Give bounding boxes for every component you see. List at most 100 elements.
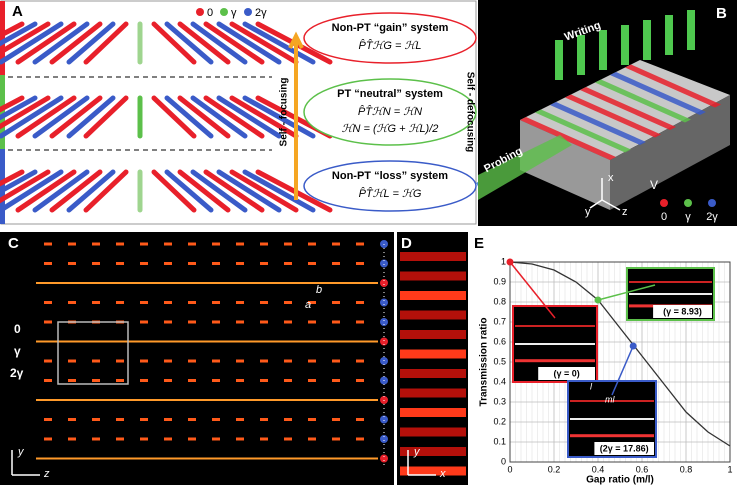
rod	[229, 95, 299, 139]
spot	[140, 437, 148, 441]
chart: E 0 0.1 0.2 0.3 0.4 0.5 0.6 0.7 0.8 0.9 1 0 0.2 0.4 0.6…	[470, 232, 737, 485]
writing-beam	[687, 10, 695, 50]
spot	[332, 242, 340, 246]
rod	[190, 169, 248, 213]
y-tick-label: 0.2	[493, 416, 506, 426]
spot	[140, 242, 148, 246]
rod	[216, 21, 282, 65]
y-tick-label: 0.8	[493, 296, 506, 306]
axis-label: z	[43, 468, 50, 480]
box-title: PT “neutral” system	[337, 88, 443, 100]
y-tick-label: 0.7	[493, 316, 506, 326]
rod	[203, 95, 265, 139]
spot	[44, 242, 52, 246]
probe-beam	[478, 135, 572, 200]
rod	[190, 95, 248, 139]
legend-dot	[684, 199, 692, 207]
panel-label: D	[401, 235, 412, 252]
legend-label: γ	[231, 7, 237, 19]
dim-label: b	[316, 284, 322, 296]
spot	[68, 301, 76, 304]
rod	[164, 21, 214, 65]
gain-box	[303, 12, 477, 64]
stripe	[400, 349, 466, 359]
inset-tag	[538, 367, 595, 380]
x-axis-label: Gap ratio (m/l)	[586, 475, 654, 485]
rod	[164, 169, 214, 213]
spot	[164, 301, 172, 304]
axes	[589, 178, 621, 211]
strip-blue	[0, 149, 5, 224]
spot	[212, 242, 220, 246]
stripe	[400, 271, 466, 281]
spot	[284, 379, 292, 382]
rod	[151, 95, 197, 139]
spot	[236, 379, 244, 382]
axes	[11, 450, 40, 476]
rod	[49, 95, 103, 139]
y-tick-label: 1	[501, 256, 506, 266]
waveguides	[36, 240, 388, 468]
legend-dot	[196, 8, 204, 16]
writing-beam	[577, 35, 585, 75]
x-tick-label: 0.2	[548, 464, 561, 474]
spot	[284, 320, 292, 324]
rod	[0, 21, 38, 47]
panel-label: E	[474, 235, 484, 252]
spot	[308, 320, 316, 324]
spot	[332, 359, 340, 363]
stripe	[625, 64, 721, 108]
point	[629, 342, 637, 350]
spot	[164, 320, 172, 324]
spot	[260, 242, 268, 246]
spot	[164, 242, 172, 246]
writing-beam	[555, 40, 563, 80]
spot	[332, 437, 340, 441]
spot	[140, 379, 148, 382]
strip-red	[0, 1, 5, 75]
spot	[68, 242, 76, 246]
spot	[140, 262, 148, 265]
box-title: Non-PT “loss” system	[332, 170, 448, 182]
axes	[407, 450, 436, 476]
spot	[284, 301, 292, 304]
stripe	[400, 408, 466, 417]
spot	[356, 262, 364, 265]
spot	[332, 320, 340, 324]
rods	[0, 21, 333, 213]
legend-dot	[220, 8, 228, 16]
rod	[177, 95, 231, 139]
highlight-box	[57, 321, 129, 385]
rod	[0, 21, 64, 65]
spot	[356, 242, 364, 246]
rod	[242, 21, 316, 65]
spot	[68, 418, 76, 421]
row-label: γ	[14, 344, 21, 358]
legend-dot	[708, 199, 716, 207]
rod	[0, 95, 38, 121]
rod	[216, 169, 282, 213]
panel-label: B	[716, 5, 727, 22]
legend-label: 0	[207, 7, 213, 19]
spot	[236, 418, 244, 421]
mode-dot	[380, 279, 388, 287]
spot	[332, 262, 340, 265]
spot	[92, 379, 100, 382]
x-tick-label: 1	[727, 464, 732, 474]
spot	[212, 320, 220, 324]
stripe	[400, 388, 466, 398]
y-tick-label: 0	[501, 456, 506, 466]
spot	[356, 301, 364, 304]
spot	[44, 379, 52, 382]
spot	[356, 437, 364, 441]
spot	[116, 437, 124, 441]
panel-c	[0, 232, 394, 485]
rod	[229, 21, 299, 65]
spot	[188, 379, 196, 382]
spot	[92, 301, 100, 304]
legend-dot	[660, 199, 668, 207]
rod	[190, 21, 248, 65]
rod	[49, 21, 103, 65]
spot	[236, 437, 244, 441]
spot	[92, 242, 100, 246]
